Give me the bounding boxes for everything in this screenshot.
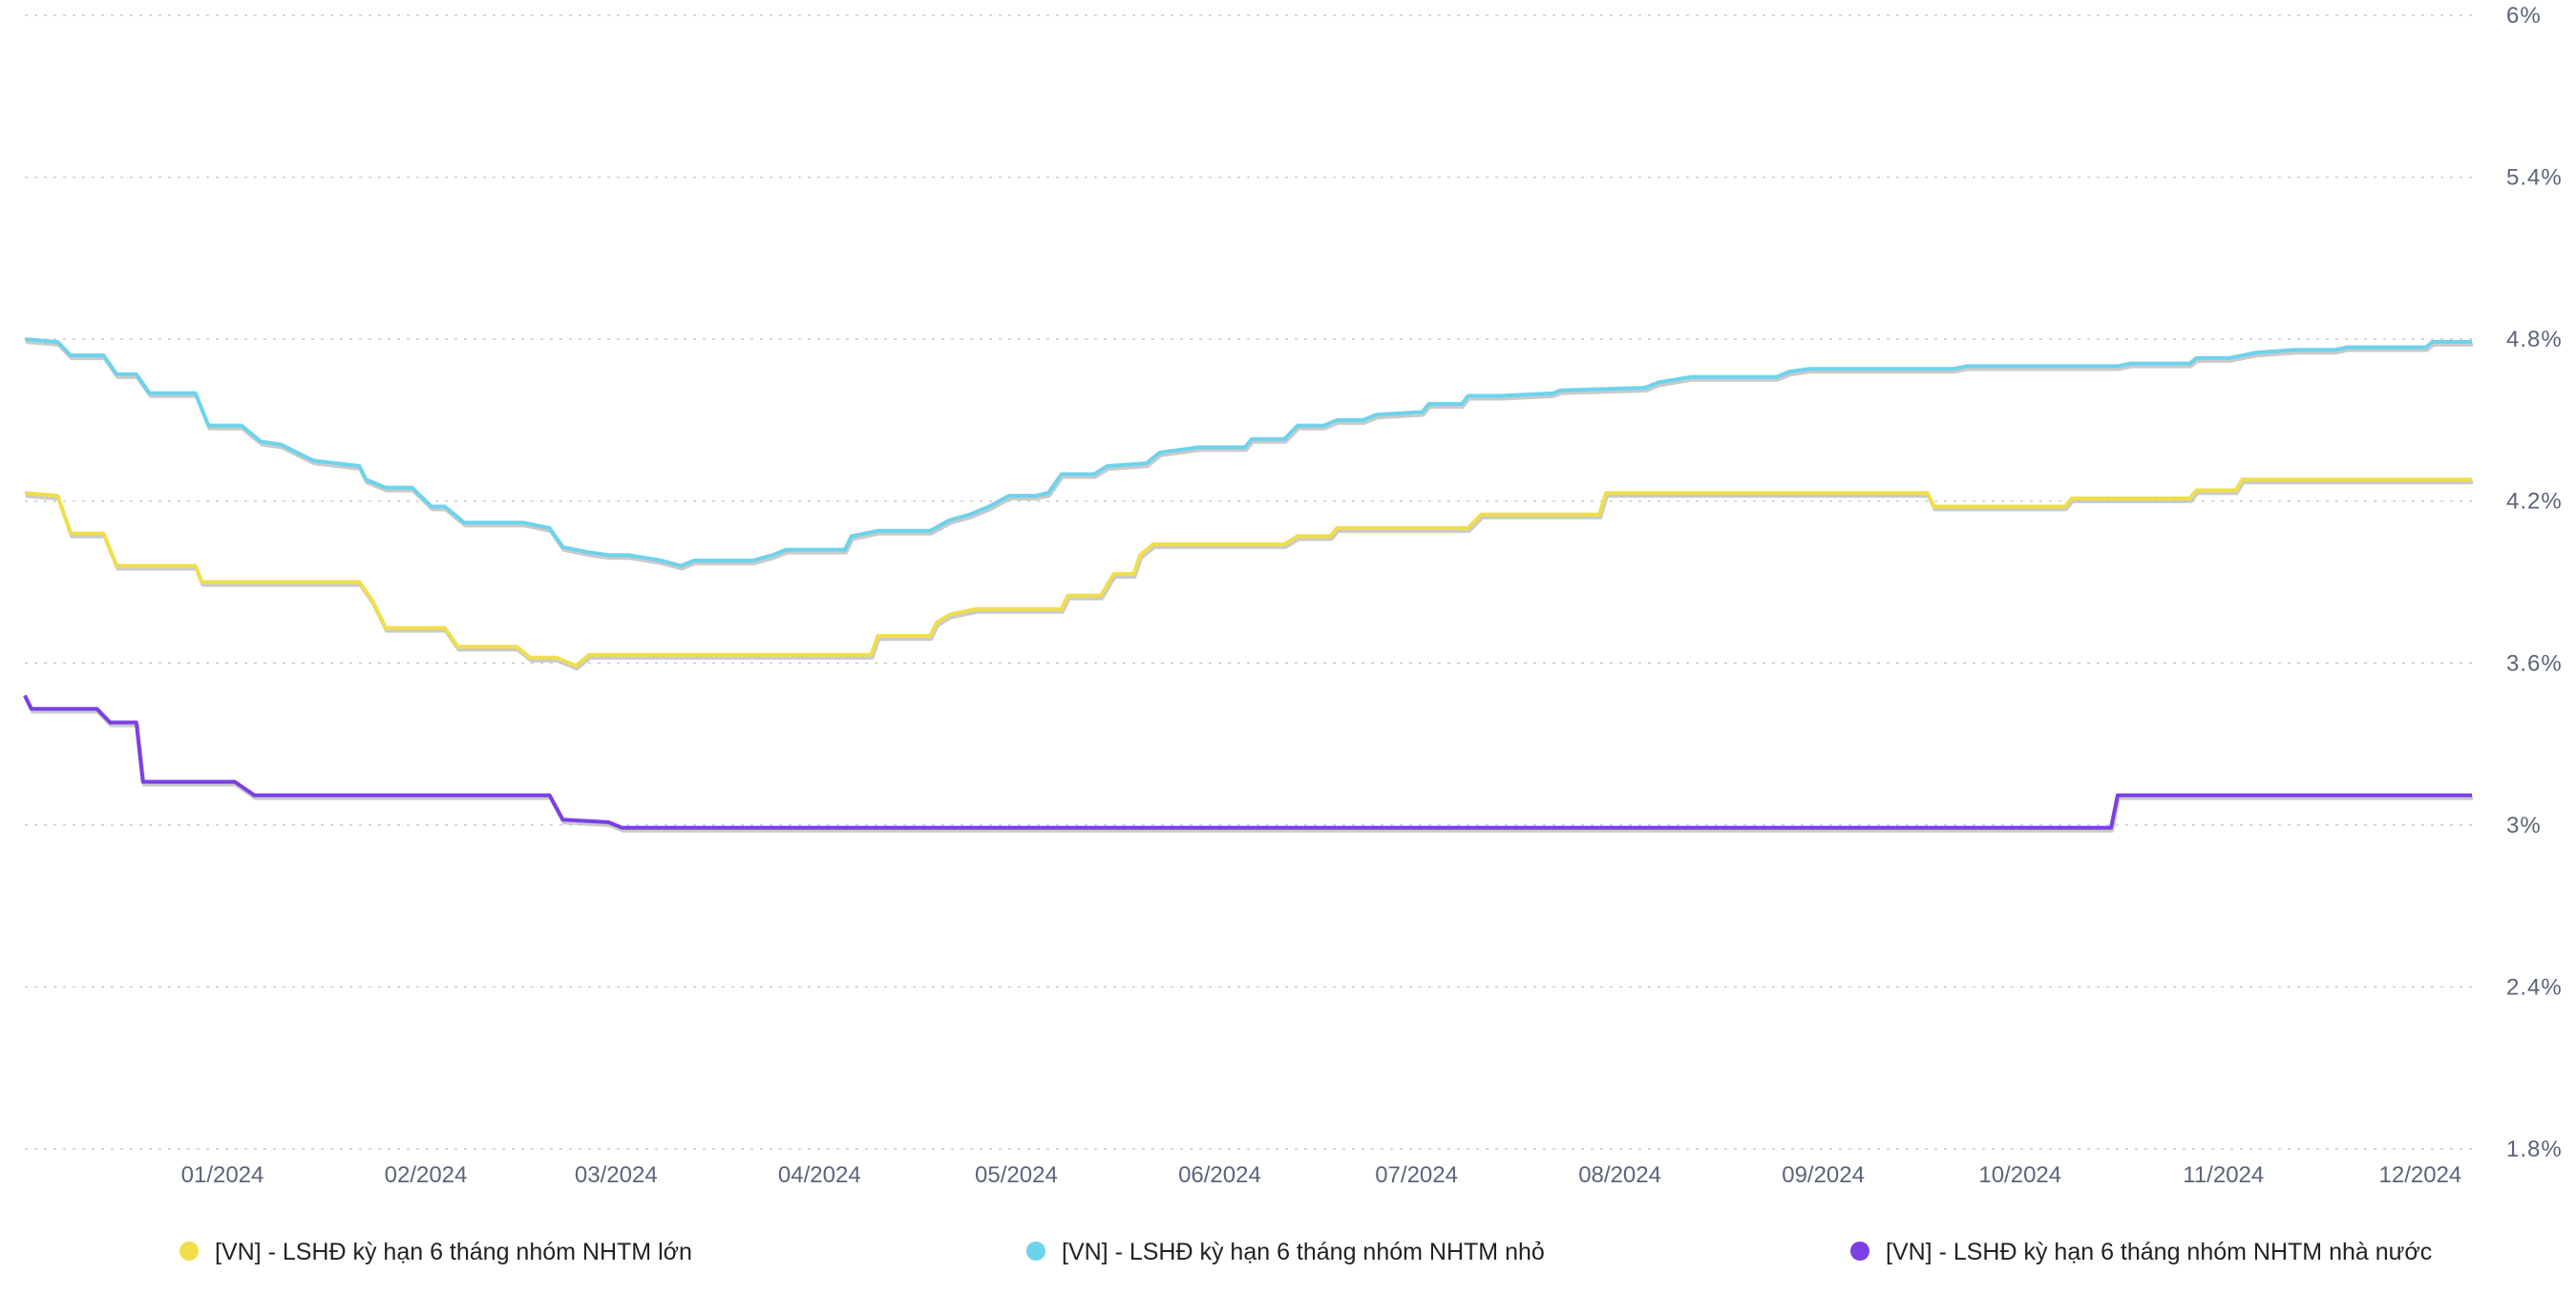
x-tick-label: 02/2024 <box>385 1162 468 1188</box>
x-tick-label: 06/2024 <box>1178 1162 1261 1188</box>
legend: [VN] - LSHĐ kỳ hạn 6 tháng nhóm NHTM lớn… <box>179 1239 2432 1265</box>
series-shadow <box>25 340 2473 571</box>
series-lines <box>23 337 2473 833</box>
legend-label: [VN] - LSHĐ kỳ hạn 6 tháng nhóm NHTM nhà… <box>1886 1239 2432 1265</box>
legend-item-0[interactable]: [VN] - LSHĐ kỳ hạn 6 tháng nhóm NHTM lớn <box>179 1239 692 1265</box>
x-tick-label: 11/2024 <box>2183 1162 2264 1188</box>
x-tick-label: 07/2024 <box>1375 1162 1458 1188</box>
legend-label: [VN] - LSHĐ kỳ hạn 6 tháng nhóm NHTM nhỏ <box>1062 1239 1545 1265</box>
legend-item-1[interactable]: [VN] - LSHĐ kỳ hạn 6 tháng nhóm NHTM nhỏ <box>1026 1239 1545 1265</box>
series-shadow <box>24 697 2473 833</box>
x-tick-label: 04/2024 <box>778 1162 861 1188</box>
legend-marker-icon <box>1850 1242 1869 1261</box>
y-tick-label: 4.8% <box>2506 327 2563 352</box>
gridlines <box>25 14 2472 1150</box>
x-tick-label: 08/2024 <box>1578 1162 1661 1188</box>
legend-marker-icon <box>179 1242 199 1261</box>
x-tick-label: 09/2024 <box>1782 1162 1865 1188</box>
x-axis-labels: 01/2024 02/2024 03/2024 04/2024 05/2024 06/20… <box>181 1162 2462 1188</box>
y-tick-label: 6% <box>2506 3 2542 29</box>
x-tick-label: 05/2024 <box>975 1162 1058 1188</box>
y-tick-label: 5.4% <box>2506 165 2563 191</box>
y-tick-label: 3% <box>2506 813 2542 839</box>
series-shadow <box>25 480 2473 671</box>
y-tick-label: 1.8% <box>2506 1136 2563 1162</box>
x-tick-label: 03/2024 <box>575 1162 658 1188</box>
y-tick-label: 4.2% <box>2506 489 2563 515</box>
legend-item-2[interactable]: [VN] - LSHĐ kỳ hạn 6 tháng nhóm NHTM nhà… <box>1850 1239 2432 1265</box>
y-axis-labels: 6% 5.4% 4.8% 4.2% 3.6% 3% 2.4% 1.8% <box>2506 3 2563 1162</box>
series-line-0[interactable] <box>24 478 2472 669</box>
series-line-2[interactable] <box>23 694 2472 830</box>
legend-marker-icon <box>1026 1242 1045 1261</box>
series-line-1[interactable] <box>24 337 2472 568</box>
y-tick-label: 2.4% <box>2506 974 2563 1000</box>
y-tick-label: 3.6% <box>2506 650 2563 676</box>
x-tick-label: 12/2024 <box>2379 1162 2462 1188</box>
x-tick-label: 01/2024 <box>181 1162 264 1188</box>
x-tick-label: 10/2024 <box>1978 1162 2061 1188</box>
legend-label: [VN] - LSHĐ kỳ hạn 6 tháng nhóm NHTM lớn <box>215 1239 692 1265</box>
